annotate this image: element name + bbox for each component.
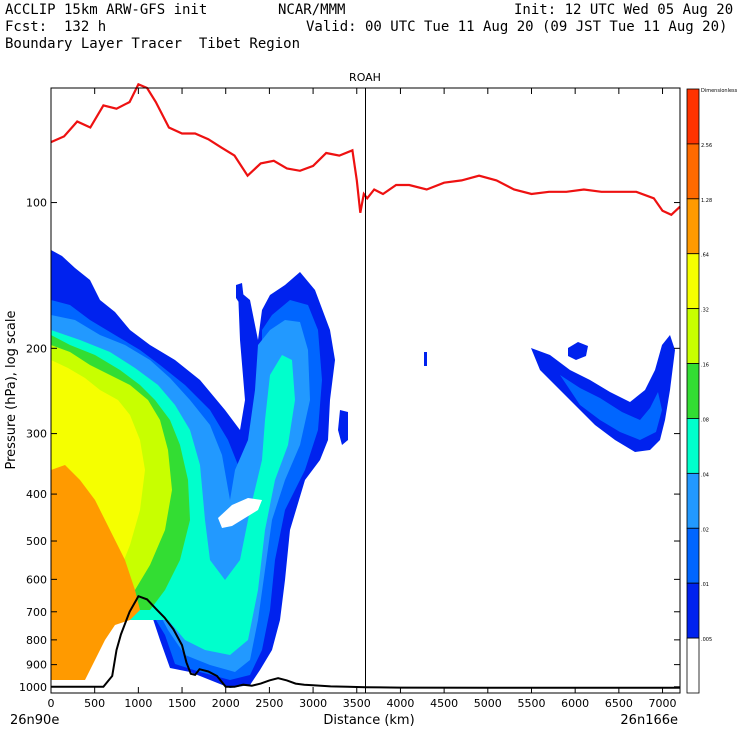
y-tick-label: 700 (26, 606, 47, 619)
y-axis-label: Pressure (hPa), log scale (4, 311, 19, 470)
tracer-region (424, 352, 427, 366)
x-axis-label: Distance (km) (323, 713, 414, 728)
terrain-line (51, 594, 680, 689)
tracer-region (236, 283, 244, 304)
header-left-line3: Boundary Layer Tracer Tibet Region (5, 36, 301, 52)
colorbar-band (686, 88, 700, 145)
tracer-region (560, 375, 662, 440)
colorbar-label: 2.56 (701, 143, 712, 149)
x-tick-label: 3000 (299, 697, 327, 710)
x-tick-label: 4500 (430, 697, 458, 710)
colorbar-band (686, 198, 700, 255)
tracer-region (51, 465, 140, 680)
colorbar-band (686, 363, 700, 419)
x-tick-label: 0 (48, 697, 55, 710)
colorbar-label: .01 (701, 582, 709, 588)
x-tick-label: 2500 (255, 697, 283, 710)
x-tick-label: 500 (84, 697, 105, 710)
colorbar-band (686, 253, 700, 310)
colorbar-label: Dimensionless (701, 88, 738, 94)
header-center-line1: NCAR/MMM (278, 2, 346, 18)
colorbar-label: .02 (701, 527, 709, 533)
y-tick-label: 800 (26, 634, 47, 647)
colorbar-band (686, 143, 700, 200)
x-tick-label: 6000 (561, 697, 589, 710)
y-tick-label: 400 (26, 488, 47, 501)
y-tick-label: 500 (26, 535, 47, 548)
chart-title: ROAH (349, 71, 381, 84)
x-tick-label: 7000 (649, 697, 677, 710)
colorbar-band (686, 637, 700, 694)
tracer-region (218, 498, 262, 528)
colorbar-band (686, 582, 700, 639)
x-tick-label: 5500 (517, 697, 545, 710)
colorbar-label: .04 (701, 472, 709, 478)
colorbar: Dimensionless 2.56 1.28 .64 .32 .16 .08 .04 .02.… (686, 88, 738, 694)
y-tick-label: 300 (26, 428, 47, 441)
colorbar-label: .32 (701, 308, 709, 314)
tracer-region (531, 335, 675, 452)
x-tick-label: 1500 (168, 697, 196, 710)
colorbar-label: .64 (701, 253, 709, 259)
y-tick-label: 200 (26, 342, 47, 355)
colorbar-label: .08 (701, 417, 709, 423)
colorbar-label: .16 (701, 363, 709, 369)
header-left-line1: ACCLIP 15km ARW-GFS init (5, 2, 208, 18)
x-tick-label: 5000 (474, 697, 502, 710)
tracer-fill-layer (51, 250, 675, 688)
colorbar-band (686, 472, 700, 529)
y-tick-label: 600 (26, 573, 47, 586)
colorbar-band (686, 418, 700, 474)
y-tick-label: 900 (26, 659, 47, 672)
header-left-line2: Fcst: 132 h (5, 19, 107, 35)
tracer-region (338, 410, 348, 445)
colorbar-label: 1.28 (701, 198, 712, 204)
x-tick-label: 4000 (386, 697, 414, 710)
header-right-line2: Valid: 00 UTC Tue 11 Aug 20 (09 JST Tue … (306, 19, 728, 35)
tropopause-line (50, 82, 681, 217)
x-tick-label: 6500 (605, 697, 633, 710)
x-tick-label: 2000 (212, 697, 240, 710)
header-right-line1: Init: 12 UTC Wed 05 Aug 20 (514, 2, 734, 18)
x-start-label: 26n90e (10, 713, 59, 728)
y-tick-label: 1000 (19, 681, 47, 694)
colorbar-label: .005 (701, 637, 712, 643)
axis-layer: 0 500 1000 1500 2000 2500 3000 3500 4000 4500 5000… (19, 87, 681, 710)
x-tick-label: 3500 (343, 697, 371, 710)
x-end-label: 26n166e (620, 713, 678, 728)
colorbar-band (686, 308, 700, 364)
x-tick-label: 1000 (124, 697, 152, 710)
plot-frame (50, 87, 681, 694)
tracer-region (568, 342, 588, 360)
series-layer (50, 82, 681, 689)
colorbar-band (686, 527, 700, 584)
y-tick-label: 100 (26, 197, 47, 210)
